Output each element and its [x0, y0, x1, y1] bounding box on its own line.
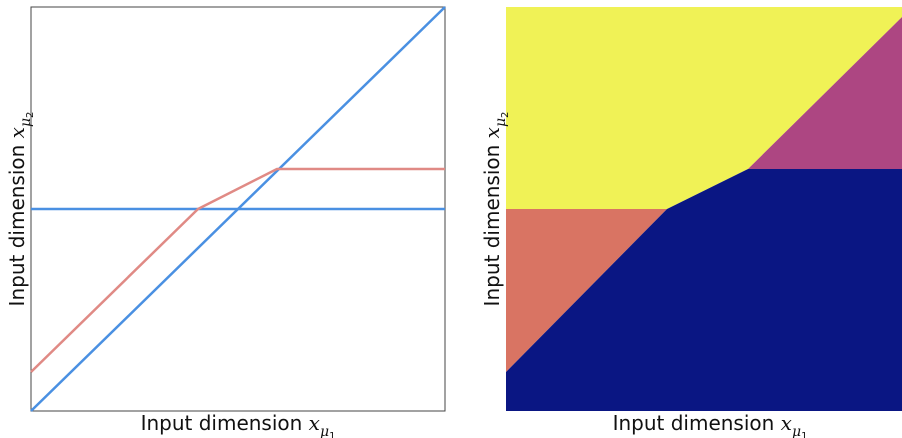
left-x-axis-label-subsub: 1: [329, 431, 335, 438]
left-x-axis-label-var: x: [309, 411, 320, 435]
right-y-axis-label-text: Input dimension: [480, 138, 504, 306]
right-region-yellow: [506, 7, 902, 209]
right-y-axis-label-subsub: 2: [500, 112, 511, 118]
left-x-axis-label-sub: μ: [320, 424, 329, 438]
right-region-navy: [506, 169, 902, 411]
right-y-axis-label-var: x: [480, 127, 504, 138]
left-y-axis-label-sub: μ: [18, 118, 34, 127]
right-x-axis-label-var: x: [781, 411, 792, 435]
left-x-axis-title: Input dimension xμ1: [141, 411, 336, 438]
left-diagonal-boundary-line: [30, 6, 446, 412]
right-y-axis-title: Input dimension xμ2: [480, 112, 511, 307]
right-x-axis-label-sub: μ: [792, 424, 801, 438]
left-y-axis-label-subsub: 2: [25, 112, 36, 118]
left-piecewise-curve: [30, 167, 445, 373]
right-panel: Input dimension xμ1 Input dimension xμ2: [480, 7, 902, 438]
right-y-axis-label-sub: μ: [493, 118, 509, 127]
left-y-axis-label-var: x: [5, 127, 29, 138]
right-x-axis-label-subsub: 1: [801, 431, 807, 438]
right-x-axis-label-text: Input dimension: [613, 411, 781, 435]
left-x-axis-label-text: Input dimension: [141, 411, 309, 435]
right-region-magenta: [748, 17, 902, 169]
left-panel: Input dimension xμ1 Input dimension xμ2: [5, 6, 446, 438]
left-y-axis-label-text: Input dimension: [5, 138, 29, 306]
left-y-axis-title: Input dimension xμ2: [5, 112, 36, 307]
right-x-axis-title: Input dimension xμ1: [613, 411, 808, 438]
